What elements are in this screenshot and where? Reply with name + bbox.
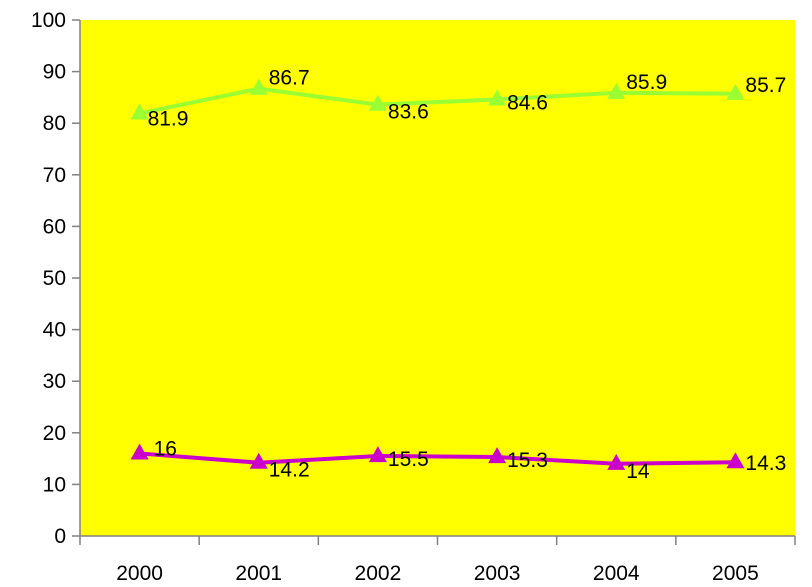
y-tick-label: 10	[43, 473, 66, 496]
plot-area	[80, 20, 795, 536]
x-axis: 2000 2001 2002 2003 2004 2005	[79, 535, 796, 585]
y-axis: 0 10 20 30 40 50 60 70 80 90 100	[31, 9, 81, 548]
y-tick-label: 70	[43, 164, 66, 187]
data-point-marker	[726, 83, 745, 100]
data-point-marker	[368, 94, 387, 111]
y-tick-label: 80	[43, 112, 66, 135]
data-label: 15.3	[507, 449, 548, 472]
x-tick-label: 2004	[593, 562, 640, 585]
data-point-marker	[249, 452, 268, 469]
y-tick-label: 0	[54, 525, 66, 548]
y-tick-label: 50	[43, 267, 66, 290]
data-point-marker	[488, 89, 507, 106]
data-point-marker	[726, 452, 745, 469]
series-1: 81.9 86.7 83.6 84.6 85.9 85.7	[130, 67, 786, 130]
data-label: 85.9	[626, 71, 667, 94]
data-label: 14.3	[745, 452, 786, 475]
series-layer: 81.9 86.7 83.6 84.6 85.9 85.7 16 14.2 15.5 15.3 14…	[130, 67, 786, 483]
data-label: 84.6	[507, 91, 548, 114]
data-point-marker	[368, 446, 387, 463]
data-point-marker	[130, 103, 149, 120]
y-tick-label: 60	[43, 215, 66, 238]
y-tick-label: 90	[43, 61, 66, 84]
x-tick-label: 2001	[235, 562, 282, 585]
data-label: 14.2	[269, 459, 310, 482]
data-point-marker	[130, 443, 149, 460]
x-tick-label: 2000	[116, 562, 163, 585]
y-tick-label: 30	[43, 370, 66, 393]
series-line	[139, 86, 736, 116]
y-tick-label: 100	[31, 9, 66, 32]
series-2: 16 14.2 15.5 15.3 14 14.3	[130, 437, 786, 483]
data-point-marker	[607, 453, 626, 470]
data-label: 85.7	[745, 74, 786, 97]
data-label: 86.7	[269, 67, 310, 90]
data-label: 16	[154, 437, 177, 460]
y-tick-label: 20	[43, 422, 66, 445]
data-point-marker	[607, 82, 626, 99]
data-point-marker	[488, 447, 507, 464]
x-tick-label: 2005	[712, 562, 759, 585]
data-label: 14	[626, 460, 650, 483]
y-tick-label: 40	[43, 319, 66, 342]
data-label: 81.9	[148, 107, 189, 130]
data-point-marker	[249, 78, 268, 95]
data-label: 15.5	[388, 448, 429, 471]
x-tick-label: 2003	[474, 562, 521, 585]
x-tick-label: 2002	[355, 562, 402, 585]
data-label: 83.6	[388, 101, 429, 124]
series-line	[139, 451, 736, 466]
